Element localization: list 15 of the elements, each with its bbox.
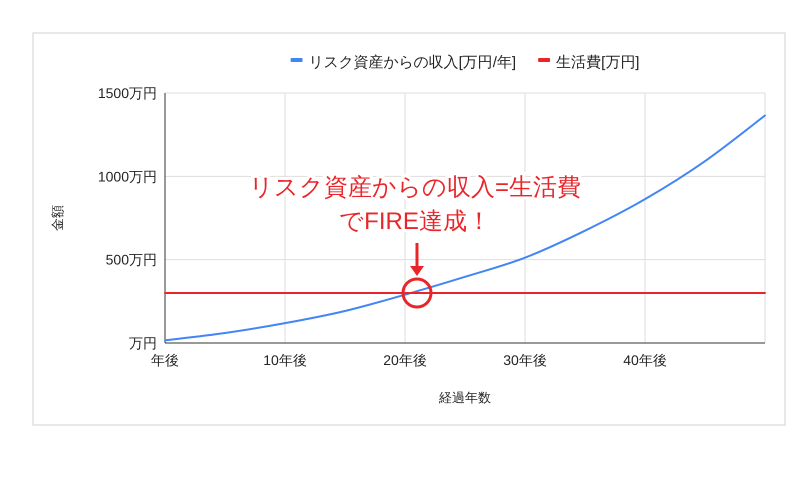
x-tick-label: 30年後 xyxy=(503,352,547,368)
x-tick-label: 20年後 xyxy=(383,352,427,368)
x-tick-label: 10年後 xyxy=(263,352,307,368)
y-tick-label: 500万円 xyxy=(106,252,157,268)
annotation: でFIRE達成！ xyxy=(339,208,491,235)
x-tick-label: 年後 xyxy=(151,352,179,368)
y-tick-label: 万円 xyxy=(129,335,157,351)
legend-label: リスク資産からの収入[万円/年] xyxy=(308,54,516,71)
y-tick-label: 1500万円 xyxy=(98,85,157,101)
x-axis-title: 経過年数 xyxy=(438,390,491,405)
y-tick-label: 1000万円 xyxy=(98,168,157,184)
annotation: リスク資産からの収入=生活費 xyxy=(248,174,582,201)
legend-label: 生活費[万円] xyxy=(556,54,640,71)
x-tick-label: 40年後 xyxy=(623,352,667,368)
y-axis-title: 金額 xyxy=(50,205,65,231)
